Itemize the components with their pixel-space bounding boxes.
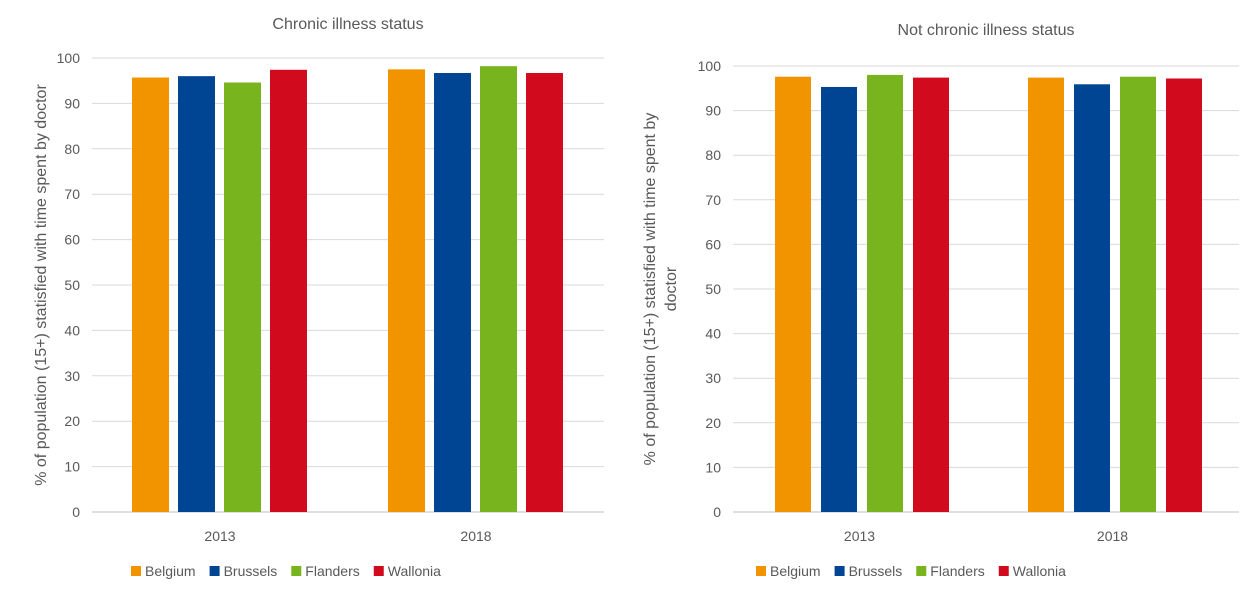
legend-label-brussels: Brussels [849,563,903,579]
bar-flanders-2018 [1120,76,1156,512]
bar-brussels-2018 [434,72,471,513]
legend-label-belgium: Belgium [770,563,821,579]
y-tick-label: 60 [64,232,80,248]
legend-label-flanders: Flanders [930,563,984,579]
y-tick-label: 70 [705,192,721,208]
bar-belgium-2013 [775,76,811,512]
y-tick-label: 50 [705,281,721,297]
chart-title: Chronic illness status [272,16,423,33]
bar-brussels-2013 [178,76,215,512]
y-tick-label: 80 [64,141,80,157]
x-tick-label: 2013 [204,528,235,544]
bar-wallonia-2013 [913,77,949,512]
x-tick-label: 2013 [844,528,875,544]
bar-belgium-2013 [132,77,169,512]
x-tick-label: 2018 [460,528,491,544]
legend-label-belgium: Belgium [145,563,196,579]
legend-swatch-brussels [834,566,845,576]
y-tick-label: 30 [64,368,80,384]
y-axis-label: % of population (15+) statisfied with ti… [642,113,680,466]
y-tick-label: 40 [705,326,721,342]
y-tick-label: 90 [705,103,721,119]
legend-label-flanders: Flanders [305,563,359,579]
bar-flanders-2013 [224,82,261,513]
y-tick-label: 100 [57,50,81,66]
bar-brussels-2013 [821,86,857,512]
bar-wallonia-2013 [270,69,307,512]
legend-swatch-brussels [209,566,220,576]
chart-not-chronic-illness: Not chronic illness status 0 10 20 30 40 50 60 7… [642,22,1239,579]
y-tick-label: 100 [698,58,722,74]
y-tick-label: 40 [64,322,80,338]
legend-swatch-belgium [131,566,141,576]
bar-belgium-2018 [1028,77,1064,512]
chart-title: Not chronic illness status [898,22,1075,39]
legend-label-wallonia: Wallonia [1013,563,1066,579]
legend-swatch-flanders [916,566,927,576]
y-tick-label: 20 [705,415,721,431]
legend-swatch-wallonia [373,566,384,576]
legend-label-wallonia: Wallonia [388,563,441,579]
bar-belgium-2018 [388,69,425,512]
bar-flanders-2013 [867,74,903,513]
legend-label-brussels: Brussels [224,563,278,579]
legend-swatch-belgium [756,566,766,576]
legend-swatch-wallonia [998,566,1009,576]
legend-swatch-flanders [291,566,302,576]
bar-wallonia-2018 [1166,78,1202,512]
y-tick-label: 20 [64,413,80,429]
y-tick-label: 10 [705,459,721,475]
bar-flanders-2018 [480,66,517,512]
y-tick-label: 30 [705,370,721,386]
bar-brussels-2018 [1074,84,1110,512]
chart-chronic-illness: Chronic illness status 0 10 20 30 40 50 60 70 80 9… [33,16,604,579]
y-tick-label: 80 [705,147,721,163]
y-tick-label: 90 [64,95,80,111]
y-tick-label: 60 [705,236,721,252]
y-tick-label: 0 [72,504,80,520]
y-tick-label: 70 [64,186,80,202]
x-tick-label: 2018 [1097,528,1128,544]
y-axis-label: % of population (15+) statisfied with ti… [33,84,50,486]
bar-wallonia-2018 [526,72,563,513]
y-tick-label: 50 [64,277,80,293]
y-tick-label: 0 [713,504,721,520]
y-tick-label: 10 [64,459,80,475]
